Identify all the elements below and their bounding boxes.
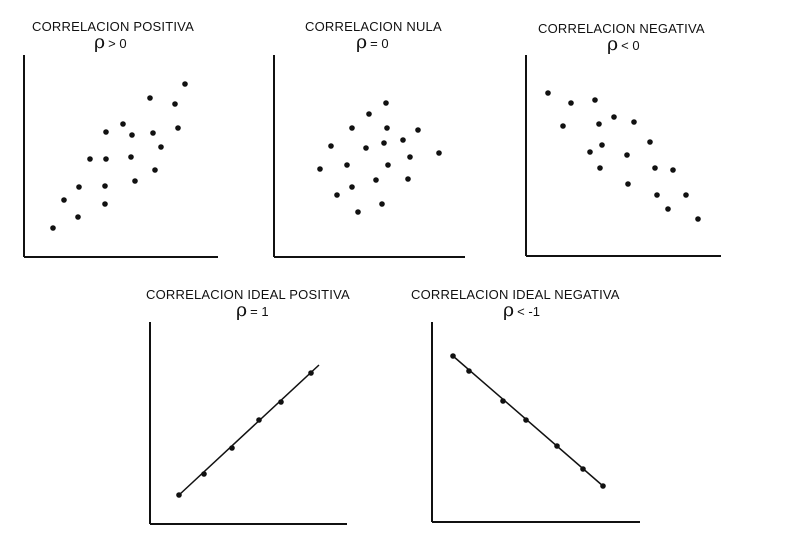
data-point — [600, 483, 606, 489]
data-point — [596, 121, 602, 127]
data-point — [152, 167, 158, 173]
data-point — [308, 370, 314, 376]
rho-symbol: ρ — [607, 33, 619, 55]
data-point — [436, 150, 442, 156]
data-point — [102, 183, 108, 189]
rho-expression: > 0 — [108, 36, 127, 51]
data-point — [201, 471, 207, 477]
data-point — [128, 154, 134, 160]
data-point — [278, 399, 284, 405]
rho-symbol: ρ — [503, 299, 515, 321]
data-point — [120, 121, 126, 127]
data-point — [75, 214, 81, 220]
data-point — [328, 143, 334, 149]
data-point — [349, 184, 355, 190]
rho-symbol: ρ — [356, 31, 368, 53]
data-point — [349, 125, 355, 131]
panel-title: CORRELACION IDEAL POSITIVA — [146, 287, 350, 302]
data-point — [344, 162, 350, 168]
data-point — [384, 125, 390, 131]
data-point — [87, 156, 93, 162]
data-point — [599, 142, 605, 148]
data-point — [695, 216, 701, 222]
rho-expression: = 0 — [370, 36, 389, 51]
data-point — [545, 90, 551, 96]
data-point — [172, 101, 178, 107]
data-point — [631, 119, 637, 125]
data-point — [415, 127, 421, 133]
rho-expression: < -1 — [517, 304, 540, 319]
data-point — [568, 100, 574, 106]
data-point — [176, 492, 182, 498]
panel-title: CORRELACION NEGATIVA — [538, 21, 705, 36]
data-point — [355, 209, 361, 215]
data-point — [597, 165, 603, 171]
data-point — [158, 144, 164, 150]
data-point — [363, 145, 369, 151]
data-point — [625, 181, 631, 187]
data-point — [400, 137, 406, 143]
data-point — [61, 197, 67, 203]
data-point — [647, 139, 653, 145]
data-point — [683, 192, 689, 198]
data-point — [147, 95, 153, 101]
data-point — [103, 156, 109, 162]
data-point — [50, 225, 56, 231]
rho-label: ρ > 0 — [94, 31, 127, 53]
data-point — [383, 100, 389, 106]
data-point — [129, 132, 135, 138]
rho-label: ρ = 1 — [236, 299, 269, 321]
panel-title: CORRELACION IDEAL NEGATIVA — [411, 287, 620, 302]
panel-title: CORRELACION POSITIVA — [32, 19, 194, 34]
data-point — [317, 166, 323, 172]
data-point — [103, 129, 109, 135]
data-point — [385, 162, 391, 168]
data-point — [652, 165, 658, 171]
data-point — [466, 368, 472, 374]
data-point — [587, 149, 593, 155]
data-point — [379, 201, 385, 207]
data-point — [611, 114, 617, 120]
rho-symbol: ρ — [236, 299, 248, 321]
data-point — [150, 130, 156, 136]
data-point — [76, 184, 82, 190]
rho-expression: = 1 — [250, 304, 269, 319]
data-point — [182, 81, 188, 87]
data-point — [373, 177, 379, 183]
data-point — [256, 417, 262, 423]
data-point — [366, 111, 372, 117]
data-point — [405, 176, 411, 182]
panel-title: CORRELACION NULA — [305, 19, 442, 34]
rho-label: ρ < 0 — [607, 33, 640, 55]
data-point — [624, 152, 630, 158]
data-point — [670, 167, 676, 173]
data-point — [523, 417, 529, 423]
data-point — [500, 398, 506, 404]
data-point — [450, 353, 456, 359]
rho-symbol: ρ — [94, 31, 106, 53]
data-point — [132, 178, 138, 184]
data-point — [580, 466, 586, 472]
data-point — [381, 140, 387, 146]
data-point — [407, 154, 413, 160]
data-point — [102, 201, 108, 207]
data-point — [175, 125, 181, 131]
data-point — [592, 97, 598, 103]
data-point — [229, 445, 235, 451]
rho-expression: < 0 — [621, 38, 640, 53]
data-point — [554, 443, 560, 449]
data-point — [665, 206, 671, 212]
rho-label: ρ = 0 — [356, 31, 389, 53]
rho-label: ρ < -1 — [503, 299, 540, 321]
data-point — [560, 123, 566, 129]
data-point — [334, 192, 340, 198]
data-point — [654, 192, 660, 198]
